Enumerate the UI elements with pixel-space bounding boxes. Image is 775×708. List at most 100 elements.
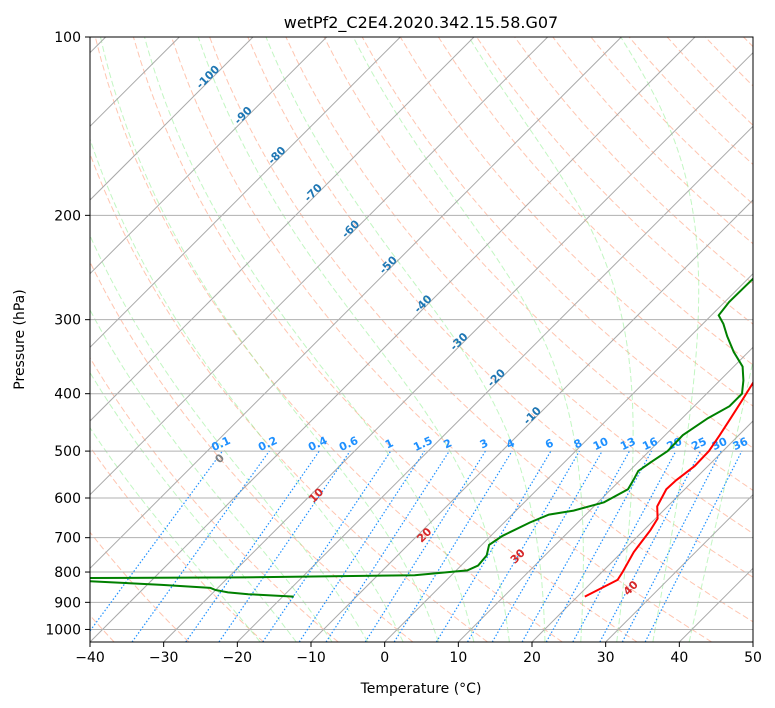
- isotherm-line: [531, 420, 753, 642]
- dry-adiabat-line: [361, 37, 753, 449]
- x-axis-title: Temperature (°C): [360, 681, 482, 697]
- dewpoint-profile: [90, 277, 753, 598]
- mixing-ratio-line: [218, 450, 351, 642]
- mixing-ratio-lines: [90, 450, 743, 642]
- moist-adiabat-line: [688, 358, 753, 642]
- mixing-ratio-line: [621, 450, 722, 642]
- moist-adiabat-line: [265, 37, 546, 642]
- moist-adiabat-line: [90, 137, 404, 642]
- mixing-ratio-label: 13: [618, 435, 637, 453]
- moist-adiabat-line: [100, 37, 439, 642]
- dry-adiabat-line: [90, 152, 488, 642]
- dry-adiabat-line: [171, 37, 712, 642]
- mixing-ratio-line: [572, 450, 677, 642]
- isotherm-line: [90, 37, 622, 570]
- isotherm-line: [90, 37, 401, 349]
- mixing-ratio-label: 2: [442, 436, 454, 451]
- mixing-ratio-line: [521, 450, 631, 642]
- x-tick-label: −40: [75, 650, 105, 666]
- moist-adiabat-line: [90, 234, 369, 642]
- isotherm-label: -40: [411, 292, 434, 315]
- dry-adiabat-line: [90, 531, 190, 642]
- dry-adiabat-line: [437, 37, 753, 366]
- temperature-profile: [584, 381, 753, 598]
- isotherm-label: -60: [339, 217, 362, 240]
- dry-adiabats: [90, 37, 753, 642]
- plot-area: 0.1 0.2 0.4 0.6 1 1.5 2 3 4 6 8 10 13 16 20 25 30 36-100-…: [90, 37, 753, 642]
- isotherm-line: [90, 37, 328, 275]
- dry-adiabat-label: 30: [508, 546, 528, 566]
- isotherm-line: [384, 272, 753, 642]
- x-tick-label: 50: [744, 650, 762, 666]
- y-tick-label: 800: [54, 565, 81, 581]
- mixing-ratio-line: [131, 450, 270, 642]
- isotherm-line: [90, 37, 549, 496]
- x-tick-label: −10: [296, 650, 326, 666]
- moist-adiabat-line: [90, 426, 261, 642]
- mixing-ratio-label: 3: [478, 436, 490, 451]
- dry-adiabat-line: [209, 37, 753, 623]
- axes: −40 −30 −20 −10 0 10 20 30 40 5010020030040050060…: [45, 30, 762, 666]
- dry-adiabat-line: [552, 37, 753, 245]
- x-tick-label: 10: [449, 650, 467, 666]
- mixing-ratio-label: 16: [640, 435, 660, 453]
- dry-adiabat-line: [247, 37, 753, 578]
- isotherm-line: [678, 567, 753, 642]
- dry-adiabat-line: [514, 37, 753, 285]
- dry-adiabat-line: [90, 260, 414, 642]
- mixing-ratio-label: 25: [689, 435, 708, 453]
- moist-adiabat-line: [468, 37, 634, 642]
- y-tick-label: 600: [54, 491, 81, 507]
- x-tick-label: 0: [380, 650, 389, 666]
- isotherm-label: -70: [302, 181, 325, 204]
- isotherm-label: -10: [521, 404, 544, 427]
- sounding-profiles: [90, 277, 753, 598]
- moist-adiabats: [90, 37, 753, 642]
- mixing-ratio-label: 36: [731, 435, 751, 453]
- isotherm-line: [90, 37, 254, 201]
- mixing-ratio-line: [185, 450, 320, 642]
- mixing-ratio-label: 4: [504, 436, 517, 451]
- x-tick-label: −20: [223, 650, 253, 666]
- isotherm-line: [236, 125, 753, 642]
- pressure-gridlines: [90, 37, 753, 630]
- isotherm-line: [310, 199, 753, 642]
- y-tick-label: 100: [54, 30, 81, 46]
- x-tick-label: −30: [149, 650, 179, 666]
- dry-adiabat-line: [743, 37, 753, 48]
- mixing-ratio-line: [90, 450, 223, 632]
- y-tick-label: 700: [54, 531, 81, 547]
- dry-adiabat-label: 0: [212, 451, 227, 466]
- isotherm-label: -100: [194, 63, 223, 92]
- mixing-ratio-line: [262, 450, 392, 642]
- dry-adiabat-label: 40: [621, 578, 641, 598]
- isotherms: [90, 37, 753, 642]
- plot-frame: [89, 36, 754, 643]
- dry-adiabat-line: [285, 37, 753, 535]
- isotherm-label: -50: [377, 253, 400, 276]
- moist-adiabat-line: [620, 37, 700, 642]
- mixing-ratio-label: 10: [591, 435, 611, 453]
- dry-adiabat-line: [90, 446, 264, 642]
- isotherm-line: [163, 51, 753, 642]
- y-tick-label: 400: [54, 387, 81, 403]
- isotherm-line: [457, 346, 753, 642]
- y-tick-label: 200: [54, 208, 81, 224]
- mixing-ratio-label: 6: [543, 436, 556, 451]
- chart-title: wetPf2_C2E4.2020.342.15.58.G07: [284, 13, 558, 33]
- x-tick-label: 40: [670, 650, 688, 666]
- mixing-ratio-line: [599, 450, 702, 642]
- x-tick-label: 30: [597, 650, 615, 666]
- dry-adiabat-line: [666, 37, 753, 126]
- dry-adiabat-line: [94, 37, 563, 642]
- y-tick-label: 300: [54, 313, 81, 329]
- y-tick-label: 500: [54, 444, 81, 460]
- moist-adiabat-line: [352, 37, 584, 642]
- mixing-ratio-line: [644, 450, 743, 642]
- mixing-ratio-line: [393, 450, 513, 642]
- mixing-ratio-line: [364, 450, 486, 642]
- y-axis-title: Pressure (hPa): [12, 289, 28, 389]
- y-tick-label: 1000: [45, 622, 81, 638]
- y-tick-label: 900: [54, 595, 81, 611]
